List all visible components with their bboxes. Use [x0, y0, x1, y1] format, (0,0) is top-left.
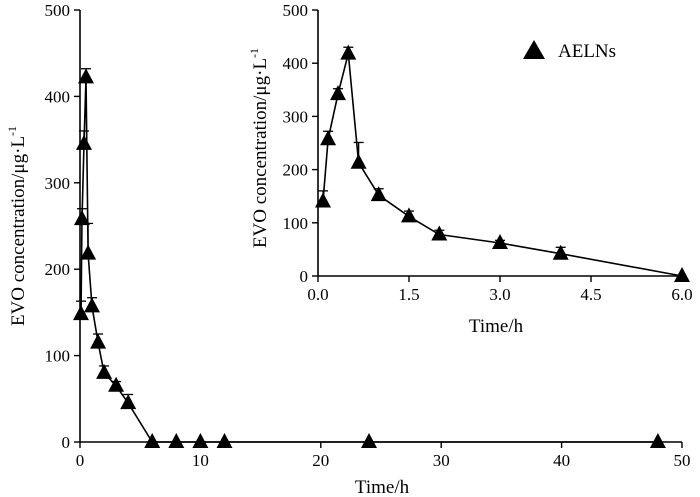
main-data-point: [78, 68, 94, 84]
main-y-tick-label: 500: [45, 1, 71, 20]
main-x-ticks: 0 10 20 30 40 50: [76, 442, 691, 470]
main-y-tick-label: 0: [62, 433, 71, 452]
main-series-markers: [73, 68, 666, 448]
main-data-point: [84, 297, 100, 313]
inset-x-tick-label: 1.5: [398, 285, 419, 304]
main-x-tick-label: 50: [674, 451, 691, 470]
main-data-point: [80, 244, 97, 260]
legend-entry-aelns: AELNs: [558, 41, 616, 62]
main-data-point: [96, 363, 113, 379]
main-data-point: [74, 210, 90, 226]
main-y-tick-label: 100: [45, 347, 71, 366]
inset-y-tick-label: 300: [283, 107, 309, 126]
inset-data-point: [340, 44, 357, 60]
inset-data-point: [320, 130, 337, 146]
inset-data-point: [552, 244, 569, 260]
inset-y-tick-label: 400: [283, 54, 309, 73]
main-data-point: [649, 433, 666, 448]
inset-y-axis-label-superscript: -1: [247, 48, 261, 58]
inset-y-ticks: 0 100 200 300 400 500: [283, 1, 318, 286]
inset-y-tick-label: 200: [283, 161, 309, 180]
main-y-axis-label: EVO concentration/μg·L-1: [5, 126, 29, 326]
inset-y-tick-label: 0: [300, 267, 309, 286]
main-x-axis-label: Time/h: [355, 477, 410, 497]
inset-data-point: [370, 186, 387, 202]
main-y-tick-label: 200: [45, 260, 71, 279]
main-data-point: [73, 305, 89, 321]
main-x-tick-label: 0: [76, 451, 85, 470]
main-plot-panel: 0 10 20 30 40 50 0 100 200 300 400 500 Time/h EVO …: [5, 1, 691, 497]
inset-data-point: [401, 207, 417, 223]
main-data-point: [120, 394, 137, 410]
inset-data-point: [492, 234, 508, 249]
inset-data-point: [431, 225, 448, 241]
inset-x-tick-label: 3.0: [489, 285, 510, 304]
main-data-point: [90, 333, 107, 349]
inset-y-axis-label-text: EVO concentration/μg·L: [250, 58, 271, 248]
main-y-tick-label: 400: [45, 87, 71, 106]
legend: AELNs: [523, 40, 616, 62]
main-series-line: [80, 77, 658, 443]
main-y-ticks: 0 100 200 300 400 500: [45, 1, 80, 452]
inset-error-bars: [318, 46, 566, 254]
main-data-point: [216, 433, 233, 448]
main-data-point: [144, 433, 161, 448]
inset-data-point: [674, 267, 690, 282]
main-y-axis-label-superscript: -1: [5, 126, 19, 136]
inset-y-tick-label: 100: [283, 214, 309, 233]
legend-marker-triangle: [523, 40, 545, 59]
inset-x-ticks: 0.0 1.5 3.0 4.5 6.0: [307, 276, 693, 304]
main-x-tick-label: 20: [312, 451, 329, 470]
inset-y-axis-label: EVO concentration/μg·L-1: [247, 48, 271, 248]
inset-data-point: [350, 153, 367, 169]
inset-x-axis-label: Time/h: [469, 316, 524, 337]
main-x-tick-label: 30: [433, 451, 450, 470]
main-x-tick-label: 40: [553, 451, 570, 470]
inset-y-tick-label: 500: [283, 1, 309, 20]
inset-x-tick-label: 4.5: [580, 285, 601, 304]
main-data-point: [192, 433, 209, 448]
inset-series-markers: [315, 44, 690, 282]
main-data-point: [168, 433, 185, 448]
main-y-axis-label-text: EVO concentration/μg·L: [8, 136, 29, 326]
inset-data-point: [315, 192, 331, 208]
main-data-point: [108, 376, 125, 392]
main-data-point: [361, 433, 377, 448]
inset-data-point: [330, 85, 346, 101]
main-y-tick-label: 300: [45, 174, 71, 193]
inset-x-tick-label: 0.0: [307, 285, 328, 304]
main-x-tick-label: 10: [192, 451, 209, 470]
main-data-point: [76, 134, 92, 150]
inset-x-tick-label: 6.0: [671, 285, 692, 304]
